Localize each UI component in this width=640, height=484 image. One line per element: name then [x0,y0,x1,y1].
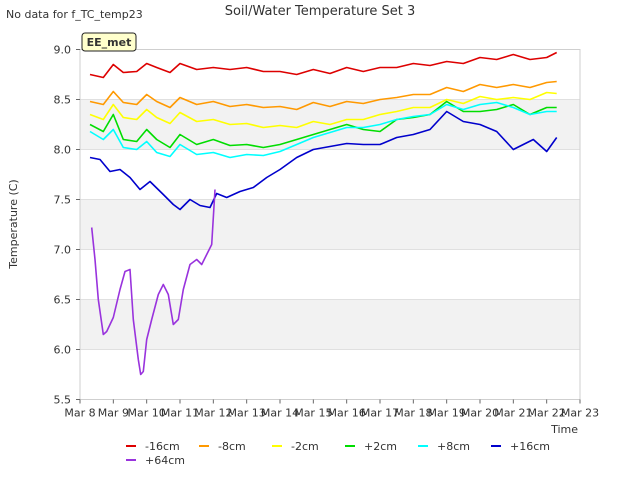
series-line-+64cm [90,189,216,376]
ee-met-badge: EE_met [81,32,137,52]
grid-band-1 [80,199,580,250]
series-line--16cm [89,51,558,79]
x-tick-label: Mar 22 [528,407,566,420]
y-tick-label: 6.5 [54,294,72,307]
legend-label: -16cm [145,440,180,453]
y-tick-label: 7.0 [54,244,72,257]
legend-label: +16cm [510,440,550,453]
plot-area-border [79,49,581,400]
y-axis-label: Temperature (C) [7,179,20,269]
y-axis: 5.5 6.0 6.5 7.0 7.5 8.0 8.5 9.0 [54,44,80,407]
legend-label: -2cm [291,440,319,453]
legend-label: -8cm [218,440,246,453]
y-tick-label: 7.5 [54,194,72,207]
legend: -16cm -8cm -2cm +2cm +8cm +16cm +64cm [126,440,550,467]
series-line-+2cm [89,100,557,149]
legend-label: +2cm [364,440,397,453]
y-tick-label: 5.5 [54,394,72,407]
series-lines [89,51,558,376]
x-tick-label: Mar 11 [161,407,199,420]
x-tick-label: Mar 12 [194,407,232,420]
y-tick-label: 6.0 [54,344,72,357]
x-tick-label: Mar 16 [328,407,366,420]
series-line--2cm [89,91,557,129]
x-tick-label: Mar 21 [494,407,532,420]
x-tick-label: Mar 15 [294,407,332,420]
x-tick-label: Mar 20 [461,407,499,420]
x-tick-label: Mar 18 [394,407,432,420]
legend-label: +64cm [145,454,185,467]
legend-label: +8cm [437,440,470,453]
grid-band-0 [80,299,580,350]
grid-bands [80,49,580,400]
x-tick-label: Mar 8 [64,407,95,420]
x-tick-label: Mar 13 [228,407,266,420]
x-tick-label: Mar 23 [561,407,599,420]
x-tick-label: Mar 14 [261,407,299,420]
badge-label: EE_met [87,36,132,49]
chart-title: Soil/Water Temperature Set 3 [225,4,416,19]
y-tick-label: 9.0 [54,44,72,57]
x-tick-label: Mar 10 [128,407,166,420]
y-tick-label: 8.0 [54,144,72,157]
x-tick-label: Mar 9 [98,407,129,420]
series-line-+8cm [89,101,557,159]
series-line--8cm [89,80,557,111]
x-tick-label: Mar 17 [361,407,399,420]
x-tick-label: Mar 19 [428,407,466,420]
y-tick-label: 8.5 [54,94,72,107]
series-line-+16cm [89,110,558,211]
no-data-note: No data for f_TC_temp23 [6,8,143,21]
x-axis-label: Time [550,423,578,436]
